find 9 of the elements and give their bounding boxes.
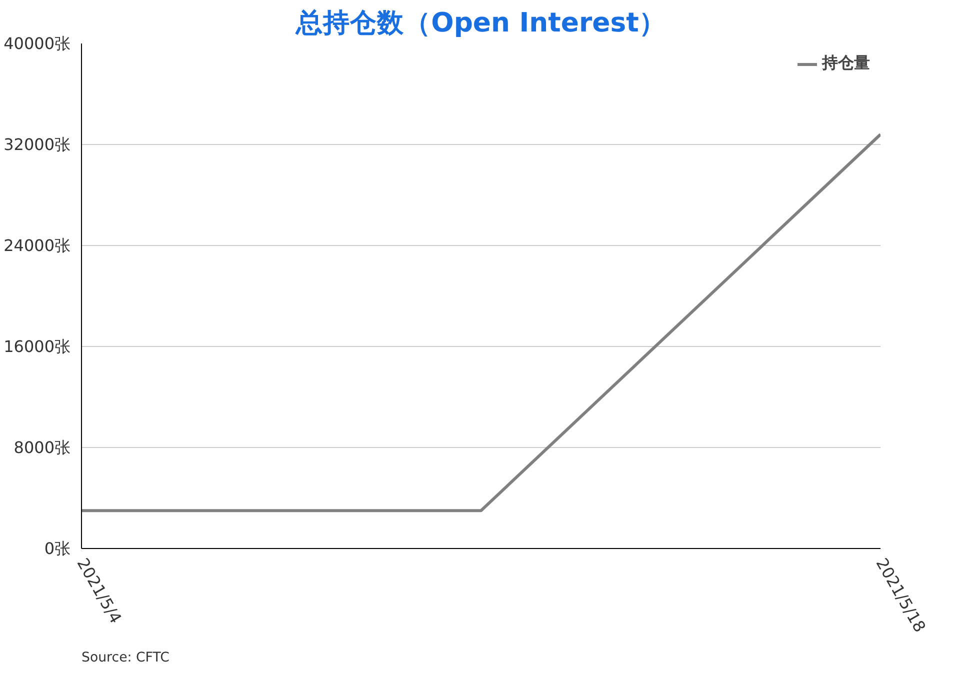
y-tick-label: 24000张 (4, 236, 71, 255)
legend-label: 持仓量 (822, 53, 870, 74)
y-tick-label: 40000张 (4, 34, 71, 53)
source-note: Source: CFTC (82, 650, 170, 666)
y-tick-label: 32000张 (4, 135, 71, 154)
y-tick-label: 16000张 (4, 337, 71, 356)
y-tick-label: 0张 (44, 539, 71, 558)
y-tick-label: 8000张 (14, 438, 70, 457)
chart-title: 总持仓数（Open Interest） (295, 8, 666, 38)
